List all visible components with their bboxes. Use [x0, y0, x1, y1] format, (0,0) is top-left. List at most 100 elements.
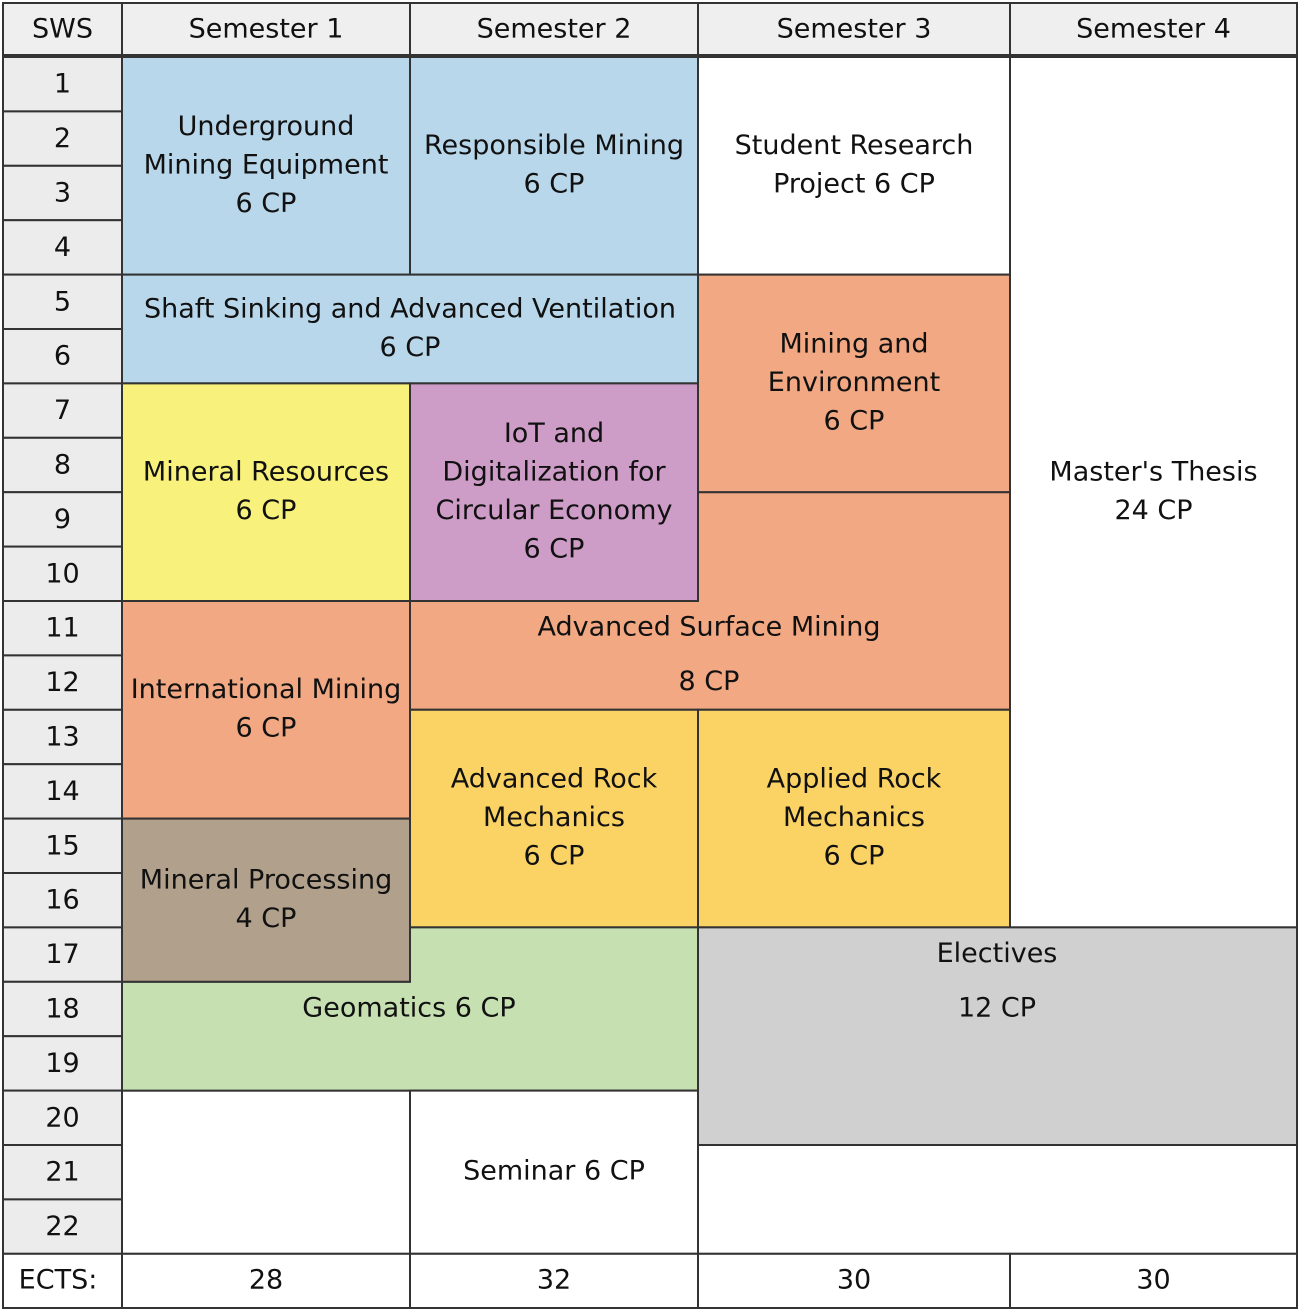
module-text: 6 CP [524, 533, 585, 564]
module-text: 6 CP [824, 405, 885, 436]
sws-label: 13 [45, 722, 79, 753]
sws-cell [2, 817, 123, 874]
module-block [121, 600, 411, 820]
module-text: Electives [937, 938, 1058, 969]
module-text: 6 CP [524, 169, 585, 200]
module-text: Project 6 CP [773, 169, 935, 200]
ects-total: 32 [537, 1264, 571, 1295]
sws-label: 15 [45, 830, 79, 861]
empty-cell [121, 1089, 411, 1255]
header-cell [2, 2, 123, 56]
sws-cell [2, 56, 123, 113]
sws-label: 8 [54, 450, 71, 481]
module-text: Geomatics 6 CP [302, 993, 515, 1024]
header-cell [121, 2, 411, 56]
header-cell [1009, 2, 1298, 56]
module-text: Shaft Sinking and Advanced Ventilation [144, 293, 676, 324]
sws-cell [2, 164, 123, 222]
header-label: Semester 1 [189, 14, 344, 45]
sws-cell [2, 872, 123, 929]
sws-label: 11 [45, 613, 79, 644]
sws-cell [2, 1198, 123, 1255]
module-text: Environment [768, 367, 940, 398]
sws-label: 14 [45, 776, 79, 807]
header-label: Semester 3 [777, 14, 932, 45]
sws-label: 4 [54, 232, 71, 263]
module-block [121, 382, 411, 602]
sws-cell [2, 382, 123, 439]
module-text: 12 CP [958, 993, 1036, 1024]
sws-label: 17 [45, 939, 79, 970]
sws-label: 9 [54, 504, 71, 535]
sws-cell [2, 980, 123, 1038]
sws-label: 1 [54, 69, 71, 100]
module-text: Student Research [735, 130, 974, 161]
sws-label: 5 [54, 286, 71, 317]
header-cell [409, 2, 699, 56]
sws-label: 22 [45, 1211, 79, 1242]
sws-label: 16 [45, 885, 79, 916]
module-block [409, 382, 699, 602]
module-block [409, 56, 699, 276]
sws-label: 10 [45, 558, 79, 589]
module-text: Responsible Mining [424, 130, 684, 161]
module-text: Digitalization for [442, 456, 666, 487]
module-text: Circular Economy [436, 495, 673, 526]
module-text: Mechanics [483, 802, 625, 833]
module-block [121, 273, 699, 385]
header-label: Semester 2 [477, 14, 632, 45]
module-text: Mining and [779, 328, 928, 359]
module-text: 6 CP [524, 841, 585, 872]
ects-total: 28 [249, 1264, 283, 1295]
module-text: Advanced Surface Mining [537, 612, 880, 643]
sws-cell [2, 763, 123, 820]
footer-cell [409, 1252, 699, 1310]
sws-cell [2, 654, 123, 711]
module-text: IoT and [504, 418, 604, 449]
sws-cell [2, 708, 123, 766]
ects-total: 30 [837, 1264, 871, 1295]
module-text: International Mining [131, 674, 402, 705]
module-text: Seminar 6 CP [463, 1156, 645, 1187]
empty-cell [697, 1144, 1298, 1255]
sws-cell [2, 600, 123, 657]
sws-cell [2, 926, 123, 983]
module-text: 4 CP [236, 903, 297, 934]
module-text: 6 CP [236, 713, 297, 744]
footer-cell [121, 1252, 411, 1310]
sws-label: 18 [45, 994, 79, 1025]
module-text: 6 CP [236, 188, 297, 219]
module-block [697, 56, 1011, 276]
module-text: Advanced Rock [451, 764, 658, 795]
sws-label: 3 [54, 178, 71, 209]
sws-label: 2 [54, 123, 71, 154]
module-text: Mining Equipment [144, 149, 389, 180]
header-label: Semester 4 [1076, 14, 1231, 45]
module-text: Mineral Resources [143, 456, 389, 487]
sws-cell [2, 491, 123, 548]
module-block [1009, 56, 1298, 929]
sws-cell [2, 273, 123, 331]
sws-label: 7 [54, 395, 71, 426]
module-text: Mechanics [783, 802, 925, 833]
module-text: 6 CP [236, 495, 297, 526]
footer-cell [1009, 1252, 1298, 1310]
module-text: 6 CP [380, 332, 441, 363]
sws-label: 6 [54, 341, 71, 372]
sws-label: 12 [45, 667, 79, 698]
module-text: Master's Thesis [1049, 456, 1257, 487]
module-text: Underground [178, 111, 355, 142]
module-block [121, 817, 411, 983]
ects-total: 30 [1136, 1264, 1170, 1295]
footer-cell [2, 1252, 123, 1310]
sws-label: 20 [45, 1102, 79, 1133]
module-text: 6 CP [824, 841, 885, 872]
header-corner: SWS [32, 14, 93, 45]
module-text: 8 CP [679, 666, 740, 697]
footer-label: ECTS: [19, 1264, 98, 1295]
module-block [697, 926, 1298, 1146]
module-text: 24 CP [1114, 495, 1192, 526]
sws-label: 21 [45, 1157, 79, 1188]
module-text: Applied Rock [767, 764, 942, 795]
